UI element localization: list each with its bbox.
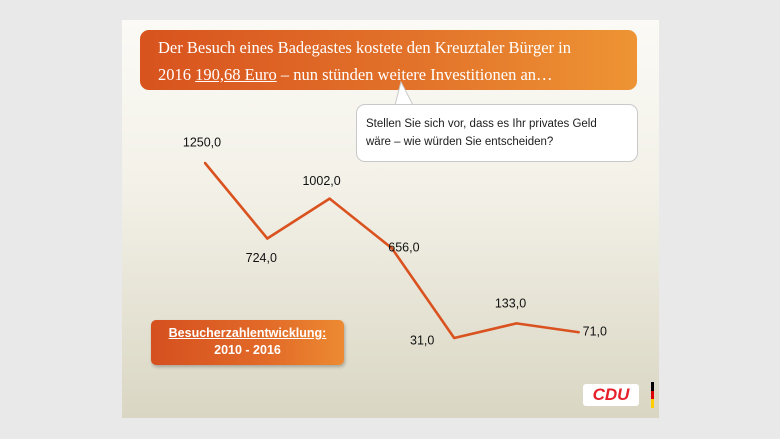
callout-line-1: Stellen Sie sich vor, dass es Ihr privat… — [366, 118, 597, 130]
chart-subtitle-line-1: Besucherzahlentwicklung: — [168, 326, 327, 340]
headline-line-2: 2016 190,68 Euro – nun stünden weitere I… — [158, 61, 627, 88]
flag-stripe-red — [651, 390, 654, 400]
chart-subtitle-box: Besucherzahlentwicklung: 2010 - 2016 — [151, 320, 344, 365]
headline-continuation: – nun stünden weitere Investitionen an… — [276, 65, 553, 84]
data-label-2016: 71,0 — [583, 325, 607, 339]
data-label-2014: 31,0 — [410, 333, 434, 347]
slide: 1250,0 724,0 1002,0 656,0 31,0 133,0 71,0 Der … — [122, 20, 659, 418]
data-point-2010 — [203, 161, 207, 165]
flag-stripe-black — [651, 382, 654, 391]
line-chart: 1250,0 724,0 1002,0 656,0 31,0 133,0 71,0 — [183, 135, 607, 347]
data-label-2010: 1250,0 — [183, 135, 221, 149]
callout-line-2: wäre – wie würden Sie entscheiden? — [366, 136, 554, 148]
data-label-2011: 724,0 — [246, 251, 277, 265]
cdu-logo: CDU — [583, 384, 639, 406]
headline-year: 2016 — [158, 65, 196, 84]
headline-banner: Der Besuch eines Badegastes kostete den … — [140, 30, 637, 90]
data-label-2015: 133,0 — [495, 297, 526, 311]
data-label-2013: 656,0 — [388, 241, 419, 255]
data-label-2012: 1002,0 — [302, 174, 340, 188]
callout-tail — [394, 80, 414, 106]
data-point-2016 — [577, 331, 580, 334]
data-point-2014 — [453, 336, 456, 340]
data-point-2011 — [266, 237, 269, 240]
speech-bubble: Stellen Sie sich vor, dass es Ihr privat… — [356, 104, 638, 162]
chart-subtitle-line-2: 2010 - 2016 — [214, 343, 281, 357]
german-flag-icon — [651, 382, 654, 408]
headline-line-1: Der Besuch eines Badegastes kostete den … — [158, 38, 571, 57]
data-point-2012 — [328, 197, 331, 200]
flag-stripe-gold — [651, 399, 654, 408]
headline-amount: 190,68 Euro — [195, 65, 277, 84]
logo-area: CDU — [583, 380, 659, 408]
data-point-2015 — [515, 322, 518, 325]
data-point-2013 — [390, 247, 394, 250]
